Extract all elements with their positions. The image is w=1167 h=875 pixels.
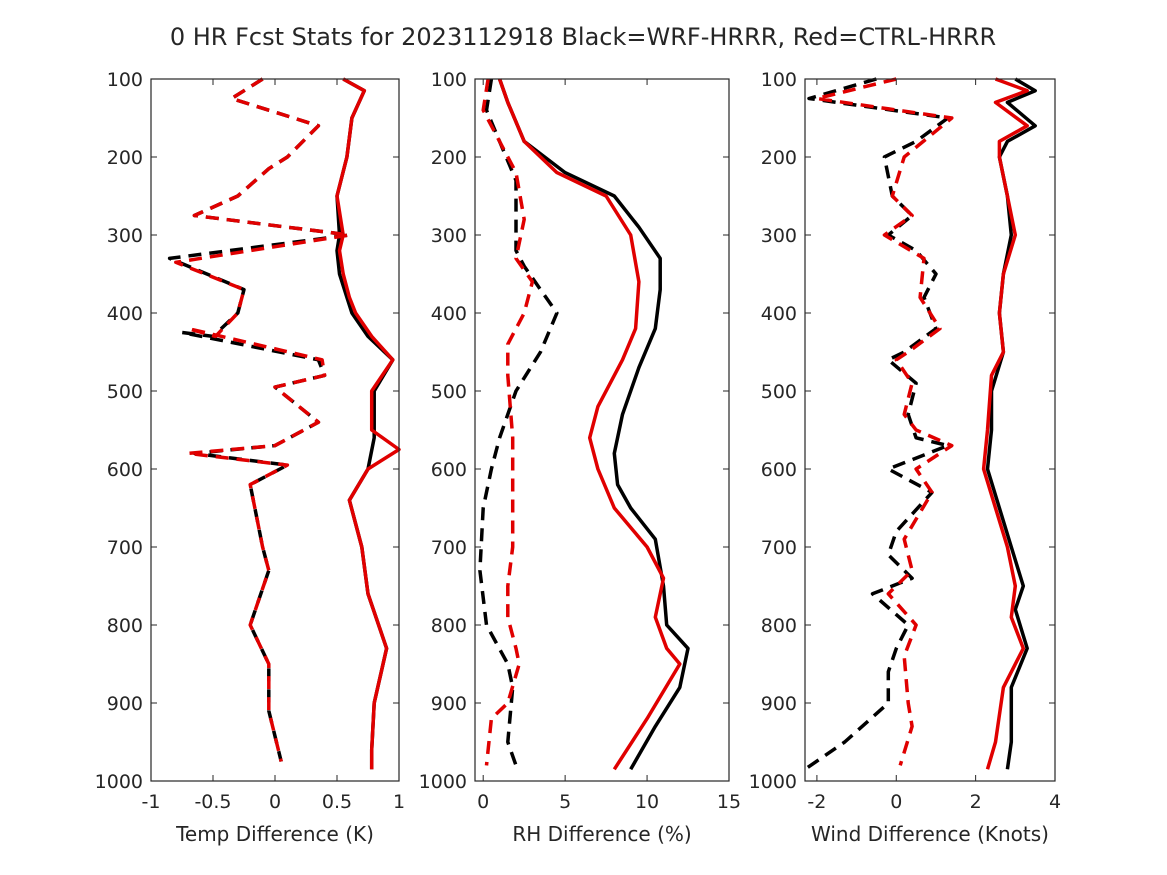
x-tick-label: -1 [142, 791, 161, 813]
y-tick-label: 900 [431, 693, 467, 715]
series-ctrl-solid-line [335, 77, 401, 770]
axes-frame [474, 78, 730, 782]
x-axis-label: Wind Difference (Knots) [811, 822, 1049, 846]
y-tick-label: 200 [431, 147, 467, 169]
y-tick-label: 400 [431, 303, 467, 325]
y-tick-label: 600 [107, 459, 143, 481]
series-wrf-dashed-line [478, 78, 559, 766]
y-tick-label: 300 [761, 225, 797, 247]
series-ctrl-dashed-line [815, 77, 954, 766]
y-tick-label: 600 [761, 459, 797, 481]
x-tick-label: 2 [970, 791, 982, 813]
y-tick-label: 700 [761, 537, 797, 559]
series-ctrl-dashed-line [481, 78, 535, 766]
y-tick-label: 100 [761, 69, 797, 91]
series-wrf-solid-line [497, 78, 690, 771]
x-tick-label: 1 [393, 791, 405, 813]
x-tick-label: 15 [717, 791, 741, 813]
x-tick-label: -0.5 [194, 791, 231, 813]
y-tick-label: 100 [431, 69, 467, 91]
x-tick-label: 0 [269, 791, 281, 813]
y-tick-label: 300 [431, 225, 467, 247]
y-tick-label: 100 [107, 69, 143, 91]
x-tick-label: 4 [1049, 791, 1061, 813]
y-tick-label: 500 [431, 381, 467, 403]
x-tick-label: 0 [477, 791, 489, 813]
x-tick-label: 5 [559, 791, 571, 813]
series-wrf-dashed-line [804, 77, 950, 771]
series-ctrl-dashed-line [174, 77, 352, 762]
figure-title: 0 HR Fcst Stats for 2023112918 Black=WRF… [170, 23, 996, 51]
y-tick-label: 1000 [749, 771, 797, 793]
y-tick-label: 400 [761, 303, 797, 325]
y-tick-label: 900 [761, 693, 797, 715]
panel-2: 100 200 300 400 500 600 700 800 900 1000 0 5 10 15 RH … [419, 69, 741, 846]
y-tick-label: 1000 [95, 771, 143, 793]
y-tick-label: 200 [107, 147, 143, 169]
x-tick-label: 10 [635, 791, 659, 813]
y-tick-label: 800 [761, 615, 797, 637]
x-axis-label: Temp Difference (K) [175, 822, 374, 846]
series-wrf-solid-line [985, 77, 1037, 770]
panel-1: 100 200 300 400 500 600 700 800 900 1000-1 -0.5 0 0.… [95, 69, 405, 846]
y-tick-label: 900 [107, 693, 143, 715]
series-ctrl-solid-line [497, 78, 682, 771]
series-ctrl-solid-line [981, 77, 1029, 770]
axes-frame [804, 78, 1056, 782]
y-tick-label: 800 [431, 615, 467, 637]
panel-3: 100 200 300 400 500 600 700 800 900 1000 -2 0 2 4Wind… [749, 69, 1061, 846]
y-tick-label: 200 [761, 147, 797, 169]
y-tick-label: 500 [107, 381, 143, 403]
y-tick-label: 600 [431, 459, 467, 481]
y-tick-label: 700 [107, 537, 143, 559]
x-tick-label: 0 [890, 791, 902, 813]
x-tick-label: 0.5 [322, 791, 352, 813]
y-tick-label: 800 [107, 615, 143, 637]
y-tick-label: 500 [761, 381, 797, 403]
y-tick-label: 1000 [419, 771, 467, 793]
x-axis-label: RH Difference (%) [512, 822, 691, 846]
y-tick-label: 400 [107, 303, 143, 325]
y-tick-label: 700 [431, 537, 467, 559]
y-tick-label: 300 [107, 225, 143, 247]
x-tick-label: -2 [807, 791, 826, 813]
